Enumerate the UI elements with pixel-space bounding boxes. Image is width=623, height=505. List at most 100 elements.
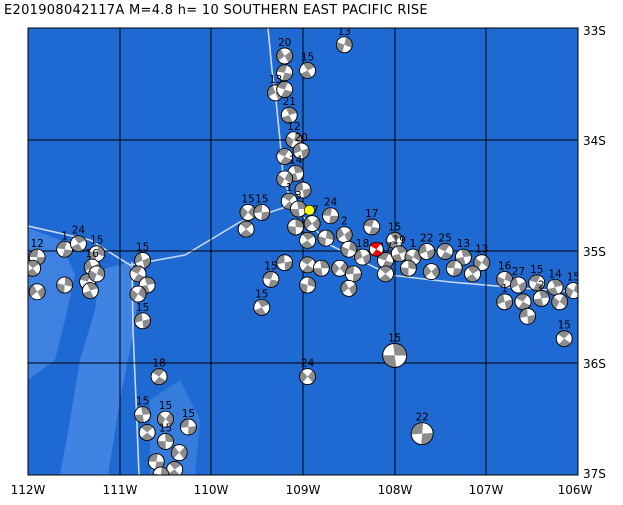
- focal-mechanism-72: [299, 276, 316, 294]
- depth-label-27: 20: [278, 37, 291, 49]
- focal-mechanism-45: [287, 218, 305, 236]
- depth-label-12: 15: [136, 241, 149, 253]
- focal-mechanism-53: [340, 240, 358, 258]
- focal-mechanism-23: [170, 444, 188, 462]
- focal-mechanism-47: [322, 207, 339, 225]
- depth-label-1: 12: [30, 238, 43, 250]
- focal-mechanism-58: [418, 243, 436, 260]
- shallow-region-fracture-zone: [60, 262, 138, 475]
- depth-label-80: 15: [567, 272, 580, 284]
- focal-mechanism-46: [303, 215, 321, 232]
- depth-label-37: 14: [289, 154, 303, 166]
- depth-label-35: 20: [294, 132, 307, 144]
- focal-mechanism-19: [157, 410, 174, 428]
- graticule: [28, 28, 578, 475]
- lon-label-108w: 108W: [378, 483, 413, 497]
- depth-label-59: 25: [438, 233, 451, 245]
- focal-mechanism-29: [299, 62, 316, 79]
- focal-mechanism-77: [510, 276, 527, 294]
- depth-label-34: 12: [287, 121, 300, 133]
- depth-label-58: 22: [420, 233, 433, 245]
- depth-label-57: 1: [410, 238, 417, 250]
- focal-mechanism-62: [276, 254, 294, 272]
- lat-label-34s: 34S: [583, 134, 606, 148]
- depth-label-52: 15: [388, 221, 401, 233]
- map-title: E201908042117A M=4.8 h= 10 SOUTHERN EAST…: [4, 3, 428, 18]
- focal-mechanism-82: [514, 293, 532, 311]
- depth-label-74: 15: [264, 260, 277, 272]
- depth-label-75: 15: [255, 288, 268, 300]
- focal-mechanism-89: [410, 422, 434, 446]
- depth-label-77: 27: [512, 266, 525, 278]
- focal-mechanism-6: [70, 235, 87, 253]
- depth-label-33: 21: [283, 96, 296, 108]
- depth-label-31: 13: [269, 74, 282, 86]
- focal-mechanism-3: [56, 276, 74, 294]
- depth-label-83: 2: [538, 279, 545, 291]
- depth-label-5: 1: [61, 230, 68, 242]
- lat-axis-labels: 33S 34S 35S 36S 37S: [583, 24, 606, 481]
- focal-mechanism-51: [363, 218, 381, 236]
- depth-label-87: 15: [388, 332, 401, 344]
- depth-label-6: 24: [72, 225, 86, 237]
- focal-mechanism-86: [555, 330, 573, 348]
- depth-label-7: 15: [90, 235, 103, 247]
- focal-mechanism-30: [335, 36, 353, 54]
- map-frame: [27, 27, 579, 476]
- depth-label-18: 15: [136, 396, 149, 408]
- depth-label-60: 13: [457, 238, 470, 250]
- focal-mechanism-2: [28, 259, 41, 277]
- focal-mechanism-83: [532, 290, 550, 307]
- focal-mechanism-71: [464, 265, 481, 283]
- focal-mechanism-16: [134, 312, 151, 330]
- focal-mechanism-44: [237, 220, 255, 238]
- focal-mechanism-78: [528, 274, 546, 292]
- focal-mechanism-28: [276, 64, 294, 82]
- depth-label-50: 2: [341, 216, 348, 228]
- focal-mechanism-75: [253, 298, 271, 316]
- focal-mechanism-59: [436, 243, 454, 260]
- depth-label-81: 1: [501, 283, 508, 295]
- focal-mechanism-79: [546, 278, 564, 296]
- lon-label-112w: 112W: [11, 483, 46, 497]
- focal-mechanism-74: [262, 271, 280, 288]
- depth-label-17: 18: [152, 358, 165, 370]
- depth-label-88: 24: [301, 358, 315, 370]
- focal-mechanism-36: [276, 148, 294, 165]
- depth-label-89: 22: [415, 412, 428, 424]
- focal-mechanism-22: [157, 433, 174, 450]
- depth-label-40: 1: [286, 182, 293, 194]
- focal-mechanism-18: [134, 406, 151, 424]
- lat-label-35s: 35S: [583, 245, 606, 259]
- focal-mechanism-43: [253, 203, 271, 221]
- focal-mechanism-35: [292, 142, 310, 160]
- depth-label-61: 13: [475, 244, 488, 256]
- depth-label-30: 13: [338, 26, 351, 38]
- focal-mechanism-84: [551, 293, 569, 311]
- focal-mechanism-32: [276, 81, 294, 98]
- focal-mechanism-68: [400, 259, 417, 277]
- focal-mechanism-48: [299, 231, 316, 249]
- focal-mechanism-81: [496, 293, 514, 311]
- focal-mechanism-70: [445, 259, 463, 277]
- focal-mechanism-21: [138, 424, 156, 441]
- focal-mechanism-63: [299, 256, 316, 274]
- lon-axis-labels: 112W 111W 110W 109W 108W 107W 106W: [11, 483, 593, 497]
- focal-mechanism-87: [382, 343, 408, 368]
- focal-mechanism-60: [455, 248, 472, 266]
- depth-label-20: 15: [182, 408, 195, 420]
- focal-mechanism-64: [312, 259, 330, 277]
- focal-mechanism-69: [422, 263, 440, 281]
- focal-mechanism-67: [377, 265, 394, 283]
- depth-label-76: 16: [498, 260, 512, 272]
- lat-label-37s: 37S: [583, 467, 606, 481]
- focal-mechanism-27: [276, 47, 294, 65]
- lon-label-111w: 111W: [103, 483, 138, 497]
- depth-label-86: 15: [558, 320, 571, 332]
- lon-label-106w: 106W: [558, 483, 593, 497]
- focal-mechanism-73: [340, 279, 358, 297]
- depth-label-56: 19: [393, 235, 406, 247]
- lat-label-36s: 36S: [583, 357, 606, 371]
- focal-mechanism-54: [354, 248, 371, 266]
